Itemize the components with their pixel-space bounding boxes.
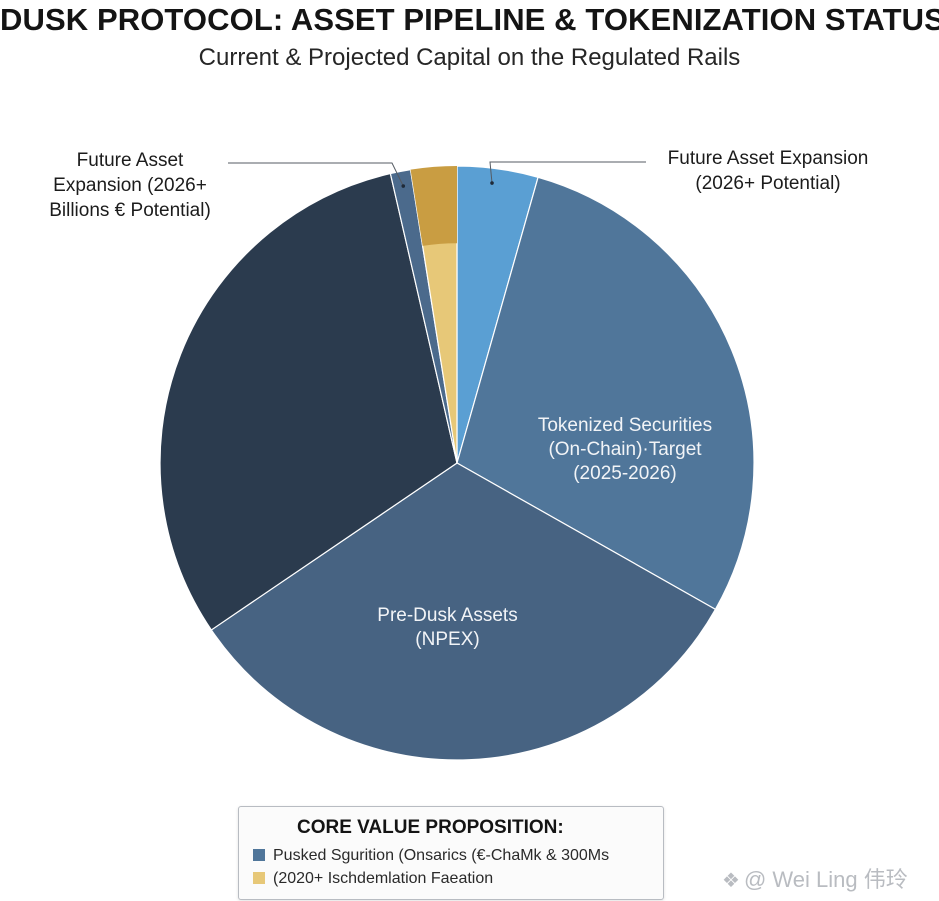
- legend-swatch: [253, 872, 265, 884]
- slice-label-line: (On-Chain)·Target: [548, 439, 702, 460]
- callout-right-line: (2026+ Potential): [695, 173, 841, 194]
- legend-item-text: Pusked Sgurition (Onsarics (€-ChaMk & 30…: [273, 847, 610, 864]
- diamond-grid-icon: ❖: [722, 870, 740, 892]
- watermark: ❖ @ Wei Ling 伟玲: [722, 862, 908, 894]
- slice-label-tokenized-securities: Tokenized Securities (On-Chain)·Target (…: [505, 414, 745, 486]
- callout-left-line: Billions € Potential): [49, 200, 211, 221]
- callout-future-expansion-right: Future Asset Expansion (2026+ Potential): [648, 146, 888, 196]
- legend-title: CORE VALUE PROPOSITION:: [297, 817, 564, 838]
- leader-dot-left: [401, 184, 406, 188]
- slice-gold-cap: [410, 166, 457, 246]
- leader-line-left: [228, 162, 404, 187]
- slice-label-pre-dusk-assets: Pre-Dusk Assets (NPEX): [340, 604, 555, 652]
- chart-subtitle: Current & Projected Capital on the Regul…: [198, 44, 741, 71]
- slice-label-line: (2025-2026): [573, 463, 677, 484]
- leader-line-right: [489, 161, 646, 184]
- slice-pre-dusk-assets: [210, 462, 717, 761]
- slice-label-line: Tokenized Securities: [537, 415, 713, 436]
- slice-dark-segment: [159, 172, 458, 631]
- legend-swatch: [253, 849, 265, 861]
- legend-item-text: (2020+ Ischdemlation Faeation: [273, 870, 494, 887]
- legend-item: (2020+ Ischdemlation Faeation: [253, 870, 493, 888]
- callout-future-expansion-left: Future Asset Expansion (2026+ Billions €…: [30, 148, 230, 223]
- legend-item: Pusked Sgurition (Onsarics (€-ChaMk & 30…: [253, 847, 609, 865]
- slice-label-line: Pre-Dusk Assets: [377, 605, 518, 626]
- slice-tokenized-securities: [456, 176, 755, 611]
- legend-box: CORE VALUE PROPOSITION: Pusked Sgurition…: [238, 806, 664, 900]
- callout-left-line: Expansion (2026+: [53, 175, 207, 196]
- chart-title: DUSK PROTOCOL: ASSET PIPELINE & TOKENIZA…: [0, 2, 939, 37]
- leader-dot-right: [490, 181, 494, 185]
- watermark-text: @ Wei Ling 伟玲: [743, 867, 908, 892]
- callout-left-line: Future Asset: [76, 150, 184, 171]
- slice-label-line: (NPEX): [415, 629, 480, 650]
- callout-right-line: Future Asset Expansion: [667, 148, 869, 169]
